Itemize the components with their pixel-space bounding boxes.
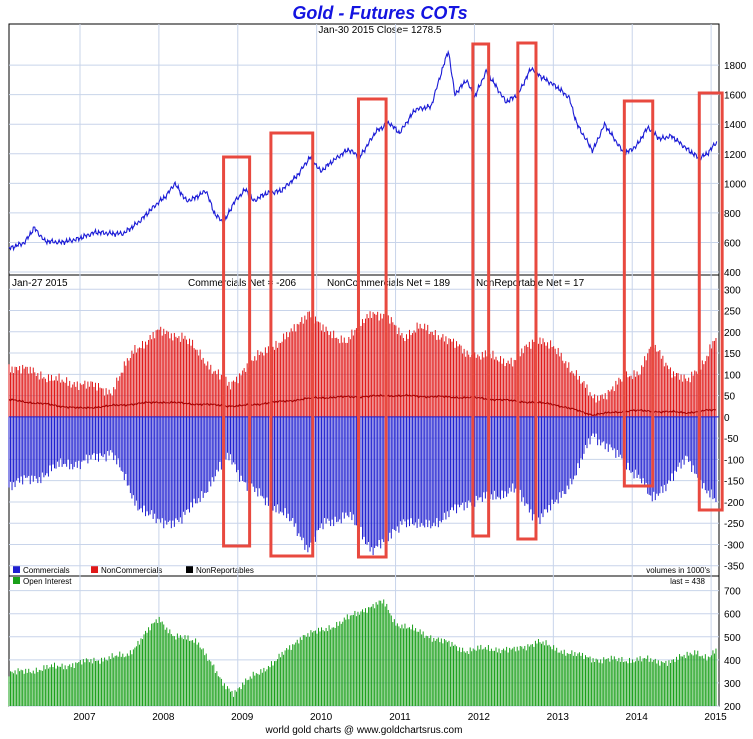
highlight-box-5 (516, 41, 538, 541)
chart-footer: world gold charts @ www.goldchartsrus.co… (265, 725, 463, 736)
cot-y-tick-100: 100 (724, 370, 741, 381)
highlight-box-6 (622, 99, 655, 488)
oi-last-note: last = 438 (670, 577, 705, 586)
legend-swatch-commercials (13, 566, 20, 573)
x-tick-2015: 2015 (704, 712, 727, 723)
cot-date: Jan-27 2015 (12, 278, 68, 289)
cot-y-tick-300: 300 (724, 285, 741, 296)
highlight-box-2 (269, 131, 315, 558)
cot-y-tick-50: 50 (724, 392, 736, 403)
volumes-note: volumes in 1000's (646, 566, 710, 575)
commercials-net-label: Commercials Net = -206 (188, 278, 297, 289)
cot-y-tick-0: 0 (724, 413, 730, 424)
highlight-box-1 (222, 155, 252, 548)
price-y-tick-800: 800 (724, 209, 741, 220)
oi-y-tick-400: 400 (724, 656, 741, 667)
x-tick-2009: 2009 (231, 712, 254, 723)
legend-noncommercials: NonCommercials (101, 566, 162, 575)
legend-swatch-noncommercials (91, 566, 98, 573)
nonreportable-net-label: NonReportable Net = 17 (476, 278, 585, 289)
price-y-tick-1200: 1200 (724, 150, 747, 161)
price-panel-frame (8, 23, 720, 276)
legend-nonreportables: NonReportables (196, 566, 254, 575)
price-y-tick-1400: 1400 (724, 120, 747, 131)
noncommercials-net-label: NonCommercials Net = 189 (327, 278, 451, 289)
chart-title: Gold - Futures COTs (292, 3, 467, 23)
cot-y-tick--100: -100 (724, 455, 744, 466)
x-tick-2013: 2013 (547, 712, 570, 723)
oi-y-tick-700: 700 (724, 587, 741, 598)
price-y-tick-1800: 1800 (724, 61, 747, 72)
cot-y-tick-150: 150 (724, 349, 741, 360)
nonreportable-line (8, 393, 717, 417)
price-y-tick-1600: 1600 (724, 91, 747, 102)
cot-y-tick--350: -350 (724, 562, 744, 573)
chart-subtitle: Jan-30 2015 Close= 1278.5 (318, 25, 442, 36)
price-y-tick-1000: 1000 (724, 179, 747, 190)
price-y-tick-400: 400 (724, 268, 741, 279)
x-tick-2010: 2010 (310, 712, 333, 723)
x-tick-2011: 2011 (389, 712, 411, 723)
x-tick-2008: 2008 (152, 712, 175, 723)
highlight-box-4 (471, 42, 491, 538)
cot-y-tick-250: 250 (724, 307, 741, 318)
x-tick-2012: 2012 (468, 712, 491, 723)
oi-y-tick-200: 200 (724, 702, 741, 713)
legend-swatch-nonreportables (186, 566, 193, 573)
legend-commercials: Commercials (23, 566, 70, 575)
oi-y-tick-600: 600 (724, 610, 741, 621)
cot-y-tick--150: -150 (724, 477, 744, 488)
highlight-box-7 (697, 91, 724, 512)
cot-y-tick--50: -50 (724, 434, 739, 445)
price-y-tick-600: 600 (724, 238, 741, 249)
legend-open-interest: Open Interest (23, 577, 72, 586)
x-tick-2014: 2014 (626, 712, 649, 723)
gold-price-line (8, 49, 718, 252)
cot-y-tick-200: 200 (724, 328, 741, 339)
highlight-box-3 (356, 97, 388, 559)
oi-y-tick-300: 300 (724, 679, 741, 690)
x-tick-2007: 2007 (73, 712, 96, 723)
cot-y-tick--200: -200 (724, 498, 744, 509)
cot-y-tick--250: -250 (724, 519, 744, 530)
cot-y-tick--300: -300 (724, 540, 744, 551)
oi-y-tick-500: 500 (724, 633, 741, 644)
legend-swatch-open-interest (13, 577, 20, 584)
